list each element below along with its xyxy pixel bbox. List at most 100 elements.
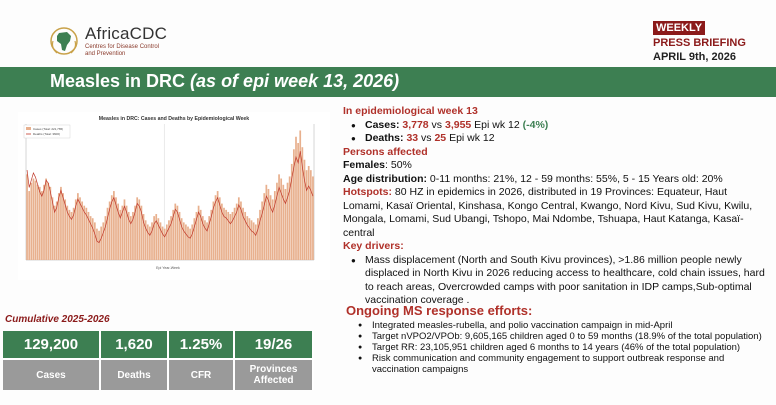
- case-bar: [288, 176, 291, 260]
- case-bar: [151, 222, 153, 260]
- case-bar: [278, 174, 280, 260]
- epi-chart-svg: Measles in DRC: Cases and Deaths by Epid…: [18, 112, 330, 280]
- case-bar: [182, 222, 185, 260]
- situation-summary: In epidemiological week 13 Cases: 3,778 …: [343, 105, 768, 308]
- case-bar: [72, 207, 75, 260]
- case-bar: [89, 216, 92, 260]
- case-bar: [297, 143, 299, 260]
- case-bar: [248, 218, 251, 260]
- case-bar: [64, 199, 67, 260]
- case-bar: [210, 209, 213, 260]
- case-bar: [197, 205, 200, 260]
- chart-xlabel: Epi Year-Week: [156, 266, 180, 270]
- list-item: Target RR: 23,105,951 children aged 6 mo…: [346, 342, 766, 353]
- case-bar: [227, 211, 230, 260]
- drivers-line: Mass displacement (North and South Kivu …: [343, 254, 768, 308]
- case-bar: [246, 216, 249, 260]
- cum-cases-label: Cases: [3, 358, 101, 390]
- case-bar: [307, 165, 310, 260]
- africa-cdc-logo: AfricaCDC Centres for Disease Control an…: [47, 24, 167, 58]
- case-bar: [53, 205, 56, 260]
- case-bar: [77, 193, 79, 260]
- title-banner: Measles in DRC (as of epi week 13, 2026): [0, 67, 776, 97]
- case-bar: [199, 209, 202, 260]
- case-bar: [195, 211, 198, 260]
- case-bar: [142, 214, 145, 260]
- legend-deaths: Deaths (Total: 3600): [33, 132, 60, 136]
- case-bar: [176, 205, 179, 260]
- case-bar: [282, 184, 285, 260]
- case-bar: [41, 191, 43, 260]
- case-bar: [212, 201, 215, 260]
- case-bar: [172, 209, 175, 260]
- case-bar: [265, 184, 268, 260]
- case-bar: [79, 197, 81, 260]
- case-bar: [267, 188, 270, 260]
- case-bar: [242, 207, 244, 260]
- case-bar: [32, 178, 35, 260]
- case-bar: [178, 211, 181, 260]
- case-bar: [223, 207, 225, 260]
- case-bar: [180, 218, 183, 260]
- case-bar: [123, 199, 126, 260]
- case-bar: [125, 205, 128, 260]
- case-bar: [231, 211, 234, 260]
- list-item: Risk communication and community engagem…: [346, 353, 766, 375]
- case-bar: [146, 224, 149, 260]
- logo-subtitle-1: Centres for Disease Control: [85, 44, 160, 50]
- cum-provinces-label: Provinces Affected: [235, 358, 314, 390]
- case-bar: [208, 216, 211, 260]
- case-bar: [204, 220, 206, 260]
- case-bar: [155, 214, 158, 260]
- cum-cfr-label: CFR: [169, 358, 235, 390]
- case-bar: [136, 197, 139, 260]
- case-bar: [218, 197, 221, 260]
- title-main: Measles in DRC: [50, 71, 191, 91]
- case-bar: [187, 226, 189, 260]
- case-bar: [269, 195, 272, 260]
- title-italic: (as of epi week 13, 2026): [190, 71, 400, 91]
- cum-deaths-value: 1,620: [101, 331, 169, 358]
- case-bar: [252, 222, 255, 260]
- case-bar: [83, 205, 86, 260]
- case-bar: [127, 211, 130, 260]
- case-bar: [276, 182, 278, 260]
- case-bar: [108, 201, 111, 260]
- case-bar: [250, 220, 253, 260]
- press-briefing-block: WEEKLY PRESS BRIEFING APRIL 9th, 2026: [653, 18, 746, 63]
- weekly-badge: WEEKLY: [653, 21, 706, 35]
- chart-title: Measles in DRC: Cases and Deaths by Epid…: [99, 116, 250, 122]
- case-bar: [168, 220, 170, 260]
- case-bar: [221, 203, 223, 260]
- page-title: Measles in DRC (as of epi week 13, 2026): [50, 71, 399, 92]
- list-item: Integrated measles-rubella, and polio va…: [346, 320, 766, 331]
- case-bar: [295, 136, 297, 260]
- case-bar: [305, 170, 308, 260]
- case-bar: [144, 220, 147, 260]
- case-bar: [117, 203, 119, 260]
- case-bar: [257, 218, 259, 260]
- case-bar: [115, 197, 117, 260]
- case-bar: [189, 228, 191, 260]
- case-bar: [98, 230, 100, 260]
- case-bar: [312, 176, 314, 260]
- case-bar: [263, 193, 266, 260]
- case-bar: [214, 195, 217, 260]
- case-bar: [293, 149, 295, 260]
- hotspots-line: Hotspots: 80 HZ in epidemics in 2026, di…: [343, 186, 753, 239]
- case-bar: [104, 216, 107, 260]
- case-bar: [259, 209, 261, 260]
- case-bar: [193, 218, 196, 260]
- case-bar: [254, 224, 257, 260]
- case-bar: [170, 216, 172, 260]
- case-bar: [240, 201, 242, 260]
- case-bar: [165, 224, 168, 260]
- case-bar: [140, 205, 143, 260]
- case-bar: [299, 130, 302, 260]
- ongoing-response: Ongoing MS response efforts: Integrated …: [346, 303, 766, 375]
- legend-cases: Cases (Total: 221,765): [33, 127, 63, 131]
- case-bar: [229, 214, 232, 260]
- case-bar: [134, 205, 136, 260]
- briefing-date: APRIL 9th, 2026: [653, 51, 736, 63]
- cum-cfr-value: 1.25%: [169, 331, 235, 358]
